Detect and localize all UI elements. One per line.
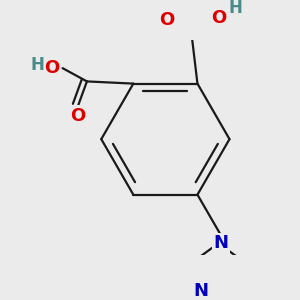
Text: O: O <box>70 107 86 125</box>
Text: N: N <box>193 282 208 300</box>
Text: O: O <box>159 11 174 28</box>
Text: O: O <box>44 59 59 77</box>
Text: H: H <box>228 0 242 17</box>
Text: N: N <box>213 234 228 252</box>
Text: H: H <box>30 56 44 74</box>
Text: O: O <box>211 9 226 27</box>
